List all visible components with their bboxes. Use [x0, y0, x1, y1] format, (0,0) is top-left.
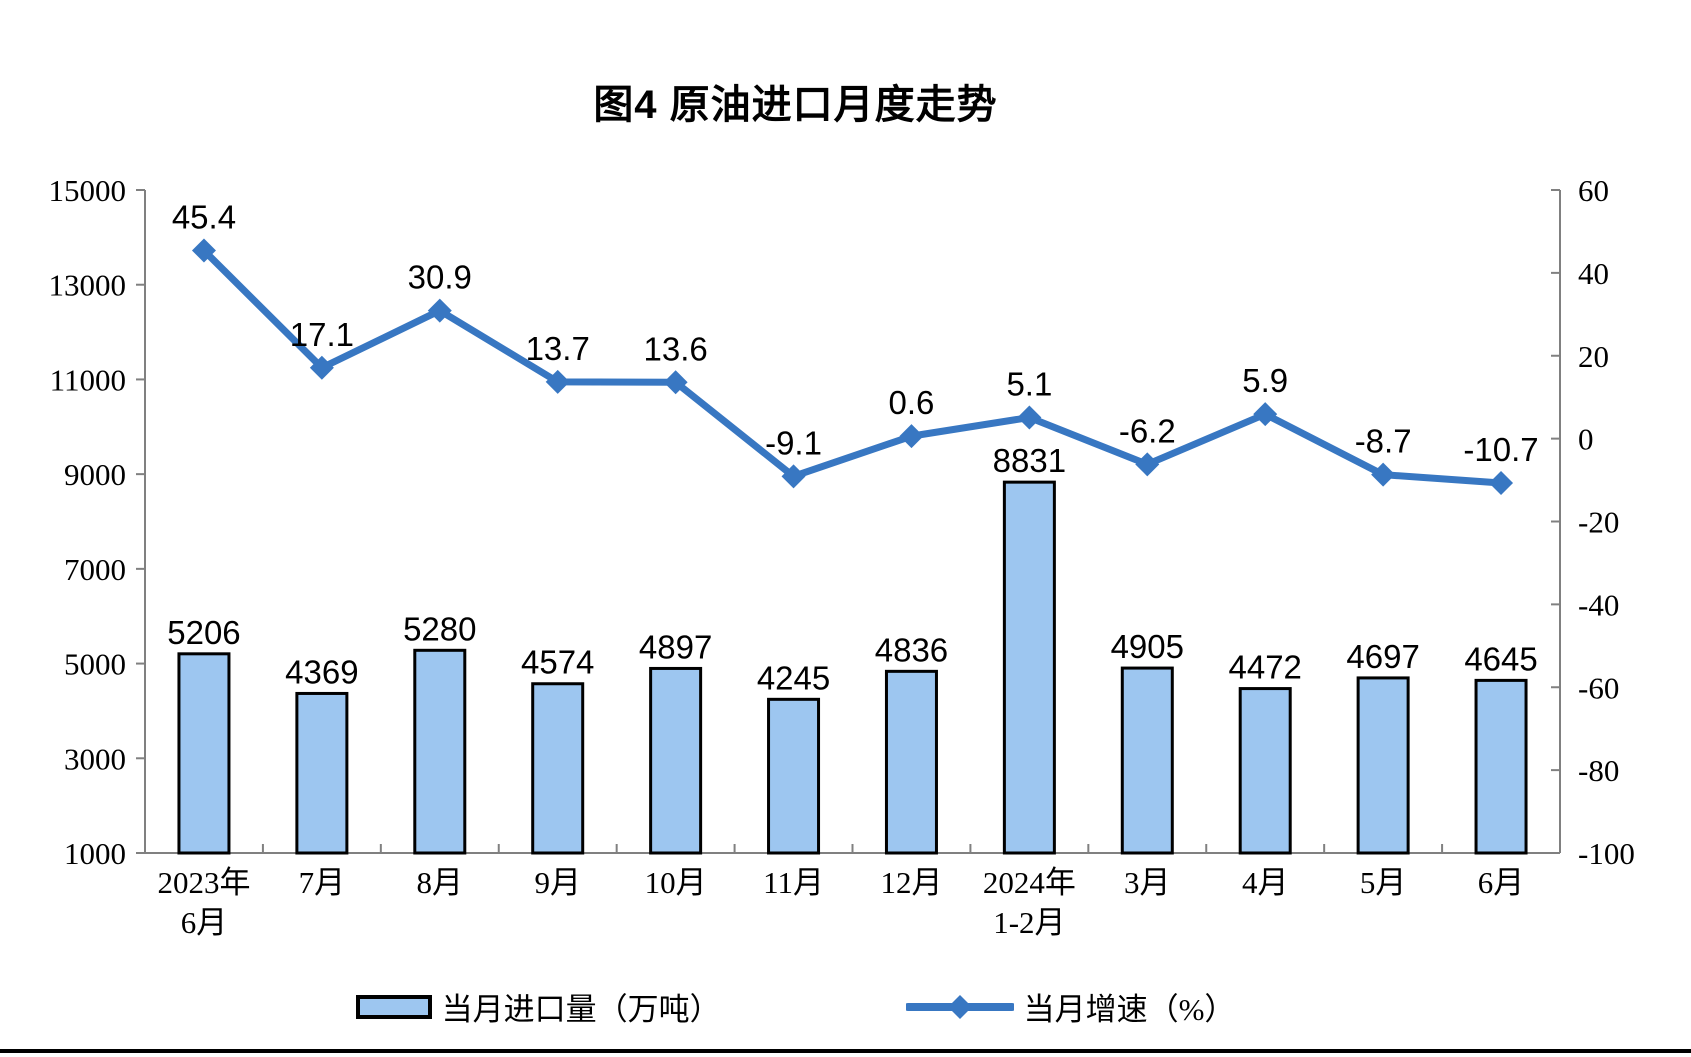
line-point-marker: [1371, 462, 1396, 487]
bar-data-label: 4697: [1346, 638, 1419, 675]
x-axis-category-label: 6月: [181, 905, 228, 940]
x-axis-category-label: 6月: [1478, 865, 1525, 900]
line-data-label: 5.1: [1006, 365, 1052, 402]
line-data-label: -6.2: [1119, 412, 1176, 449]
right-axis-tick-label: -80: [1578, 753, 1619, 788]
bar-data-label: 8831: [993, 442, 1066, 479]
chart-legend: 当月进口量（万吨） 当月增速（%）: [0, 984, 1591, 1029]
bar-data-label: 5206: [167, 614, 240, 651]
x-axis-category-label: 5月: [1360, 865, 1407, 900]
left-axis-tick-label: 7000: [64, 552, 126, 587]
chart-plot-area: 1000 3000 5000 7000 9000 11000 13000 15000 -100 -…: [49, 173, 1635, 940]
x-axis-category-label: 12月: [880, 865, 942, 900]
right-axis-tick-label: 0: [1578, 422, 1594, 457]
bar: [413, 648, 467, 855]
line-point-marker: [427, 298, 452, 323]
x-axis-category-label: 1-2月: [993, 905, 1065, 940]
right-axis-tick-label: 20: [1578, 339, 1609, 374]
line-data-label: -9.1: [765, 424, 822, 461]
bar-data-label: 4245: [757, 659, 830, 696]
bar-data-label: 4645: [1464, 640, 1537, 677]
right-axis-tick-label: -100: [1578, 836, 1635, 871]
bar: [1120, 666, 1174, 855]
line-series-swatch-icon: [905, 994, 1014, 1019]
bar-series-swatch-icon: [355, 994, 432, 1019]
x-axis-category-label: 10月: [645, 865, 707, 900]
left-axis-tick-label: 5000: [64, 647, 126, 682]
line-data-label: -10.7: [1463, 431, 1538, 468]
right-axis-tick-label: -40: [1578, 587, 1619, 622]
bar: [531, 682, 585, 855]
left-axis-tick-label: 1000: [64, 836, 126, 871]
x-axis-category-label: 8月: [417, 865, 464, 900]
legend-bar-label: 当月进口量（万吨）: [441, 992, 721, 1027]
bar-data-label: 5280: [403, 610, 476, 647]
line-data-label: 30.9: [408, 259, 472, 296]
bar: [649, 666, 703, 855]
line-data-label: 13.7: [526, 330, 590, 367]
chart-title: 图4 原油进口月度走势: [593, 83, 998, 127]
growth-line: [200, 246, 1505, 487]
bar: [1002, 480, 1056, 855]
bar-data-label: 4905: [1111, 628, 1184, 665]
line-point-marker: [1489, 470, 1514, 495]
bar-data-label: 4574: [521, 644, 594, 681]
line-point-marker: [309, 355, 334, 380]
line-point-marker: [663, 370, 688, 395]
legend-item-bar: 当月进口量（万吨）: [355, 984, 721, 1029]
left-axis-tick-label: 13000: [49, 268, 127, 303]
x-axis-category-label: 2023年: [157, 865, 250, 900]
bar-data-label: 4369: [285, 653, 358, 690]
x-axis-category-label: 9月: [534, 865, 581, 900]
bar: [1356, 676, 1410, 855]
left-axis-tick-label: 15000: [49, 173, 127, 208]
right-axis-tick-label: 40: [1578, 256, 1609, 291]
right-axis-tick-label: 60: [1578, 173, 1609, 208]
x-axis-category-label: 11月: [763, 865, 824, 900]
legend-line-marker: [947, 994, 972, 1019]
figure-bottom-border: [0, 1049, 1691, 1053]
bar: [1474, 678, 1528, 855]
x-axis-category-label: 3月: [1124, 865, 1171, 900]
line-point-marker: [1017, 405, 1042, 430]
line-point-marker: [191, 238, 216, 263]
left-axis-tick-label: 9000: [64, 457, 126, 492]
right-axis-tick-label: -20: [1578, 505, 1619, 540]
line-point-marker: [1135, 452, 1160, 477]
left-axis-tick-label: 3000: [64, 741, 126, 776]
x-axis-category-label: 4月: [1242, 865, 1289, 900]
x-axis-category-label: 2024年: [983, 865, 1076, 900]
line-data-label: 0.6: [889, 384, 935, 421]
line-point-marker: [545, 369, 570, 394]
x-axis-category-label: 7月: [299, 865, 346, 900]
right-axis-tick-label: -60: [1578, 670, 1619, 705]
bar: [884, 669, 938, 855]
bar-data-label: 4897: [639, 628, 712, 665]
bar: [295, 691, 349, 855]
line-data-label: 45.4: [172, 198, 236, 235]
line-data-label: -8.7: [1355, 423, 1412, 460]
bar-data-label: 4836: [875, 631, 948, 668]
line-data-label: 13.6: [644, 330, 708, 367]
line-point-marker: [1253, 402, 1278, 427]
line-point-marker: [781, 464, 806, 489]
line-data-label: 5.9: [1242, 362, 1288, 399]
line-point-marker: [899, 424, 924, 449]
bar: [767, 697, 821, 855]
bar: [177, 652, 231, 855]
legend-line-label: 当月增速（%）: [1023, 992, 1236, 1027]
bar-data-label: 4472: [1228, 649, 1301, 686]
line-data-label: 17.1: [290, 316, 354, 353]
legend-item-line: 当月增速（%）: [905, 984, 1236, 1029]
left-axis-tick-label: 11000: [50, 362, 126, 397]
bar: [1238, 687, 1292, 855]
